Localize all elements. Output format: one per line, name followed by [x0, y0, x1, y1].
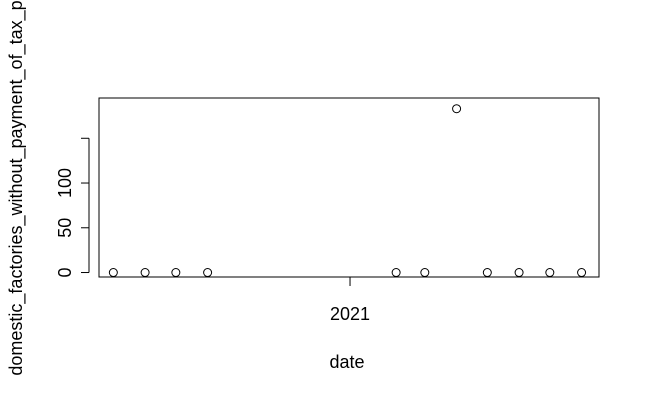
- y-tick-label: 0: [55, 268, 75, 278]
- data-point: [420, 268, 430, 278]
- data-point: [577, 268, 587, 278]
- data-point: [391, 268, 401, 278]
- y-tick-label: 100: [55, 168, 75, 198]
- plot-frame: [98, 97, 600, 278]
- data-point: [514, 268, 524, 278]
- data-point: [203, 268, 213, 278]
- x-tick-label: 2021: [330, 304, 370, 324]
- x-ticks: 2021: [330, 277, 370, 324]
- y-axis: 0 50 100: [55, 137, 90, 278]
- x-axis: 2021: [330, 277, 370, 324]
- y-tick-label: 50: [55, 218, 75, 238]
- y-ticks: 0 50 100: [55, 137, 89, 278]
- data-point: [452, 104, 462, 114]
- x-axis-label: date: [329, 352, 364, 372]
- data-point: [108, 268, 118, 278]
- data-point: [545, 268, 555, 278]
- data-point: [171, 268, 181, 278]
- data-point: [482, 268, 492, 278]
- y-axis-label: domestic_factories_without_payment_of_ta…: [6, 0, 27, 375]
- data-points: [108, 104, 587, 278]
- data-point: [140, 268, 150, 278]
